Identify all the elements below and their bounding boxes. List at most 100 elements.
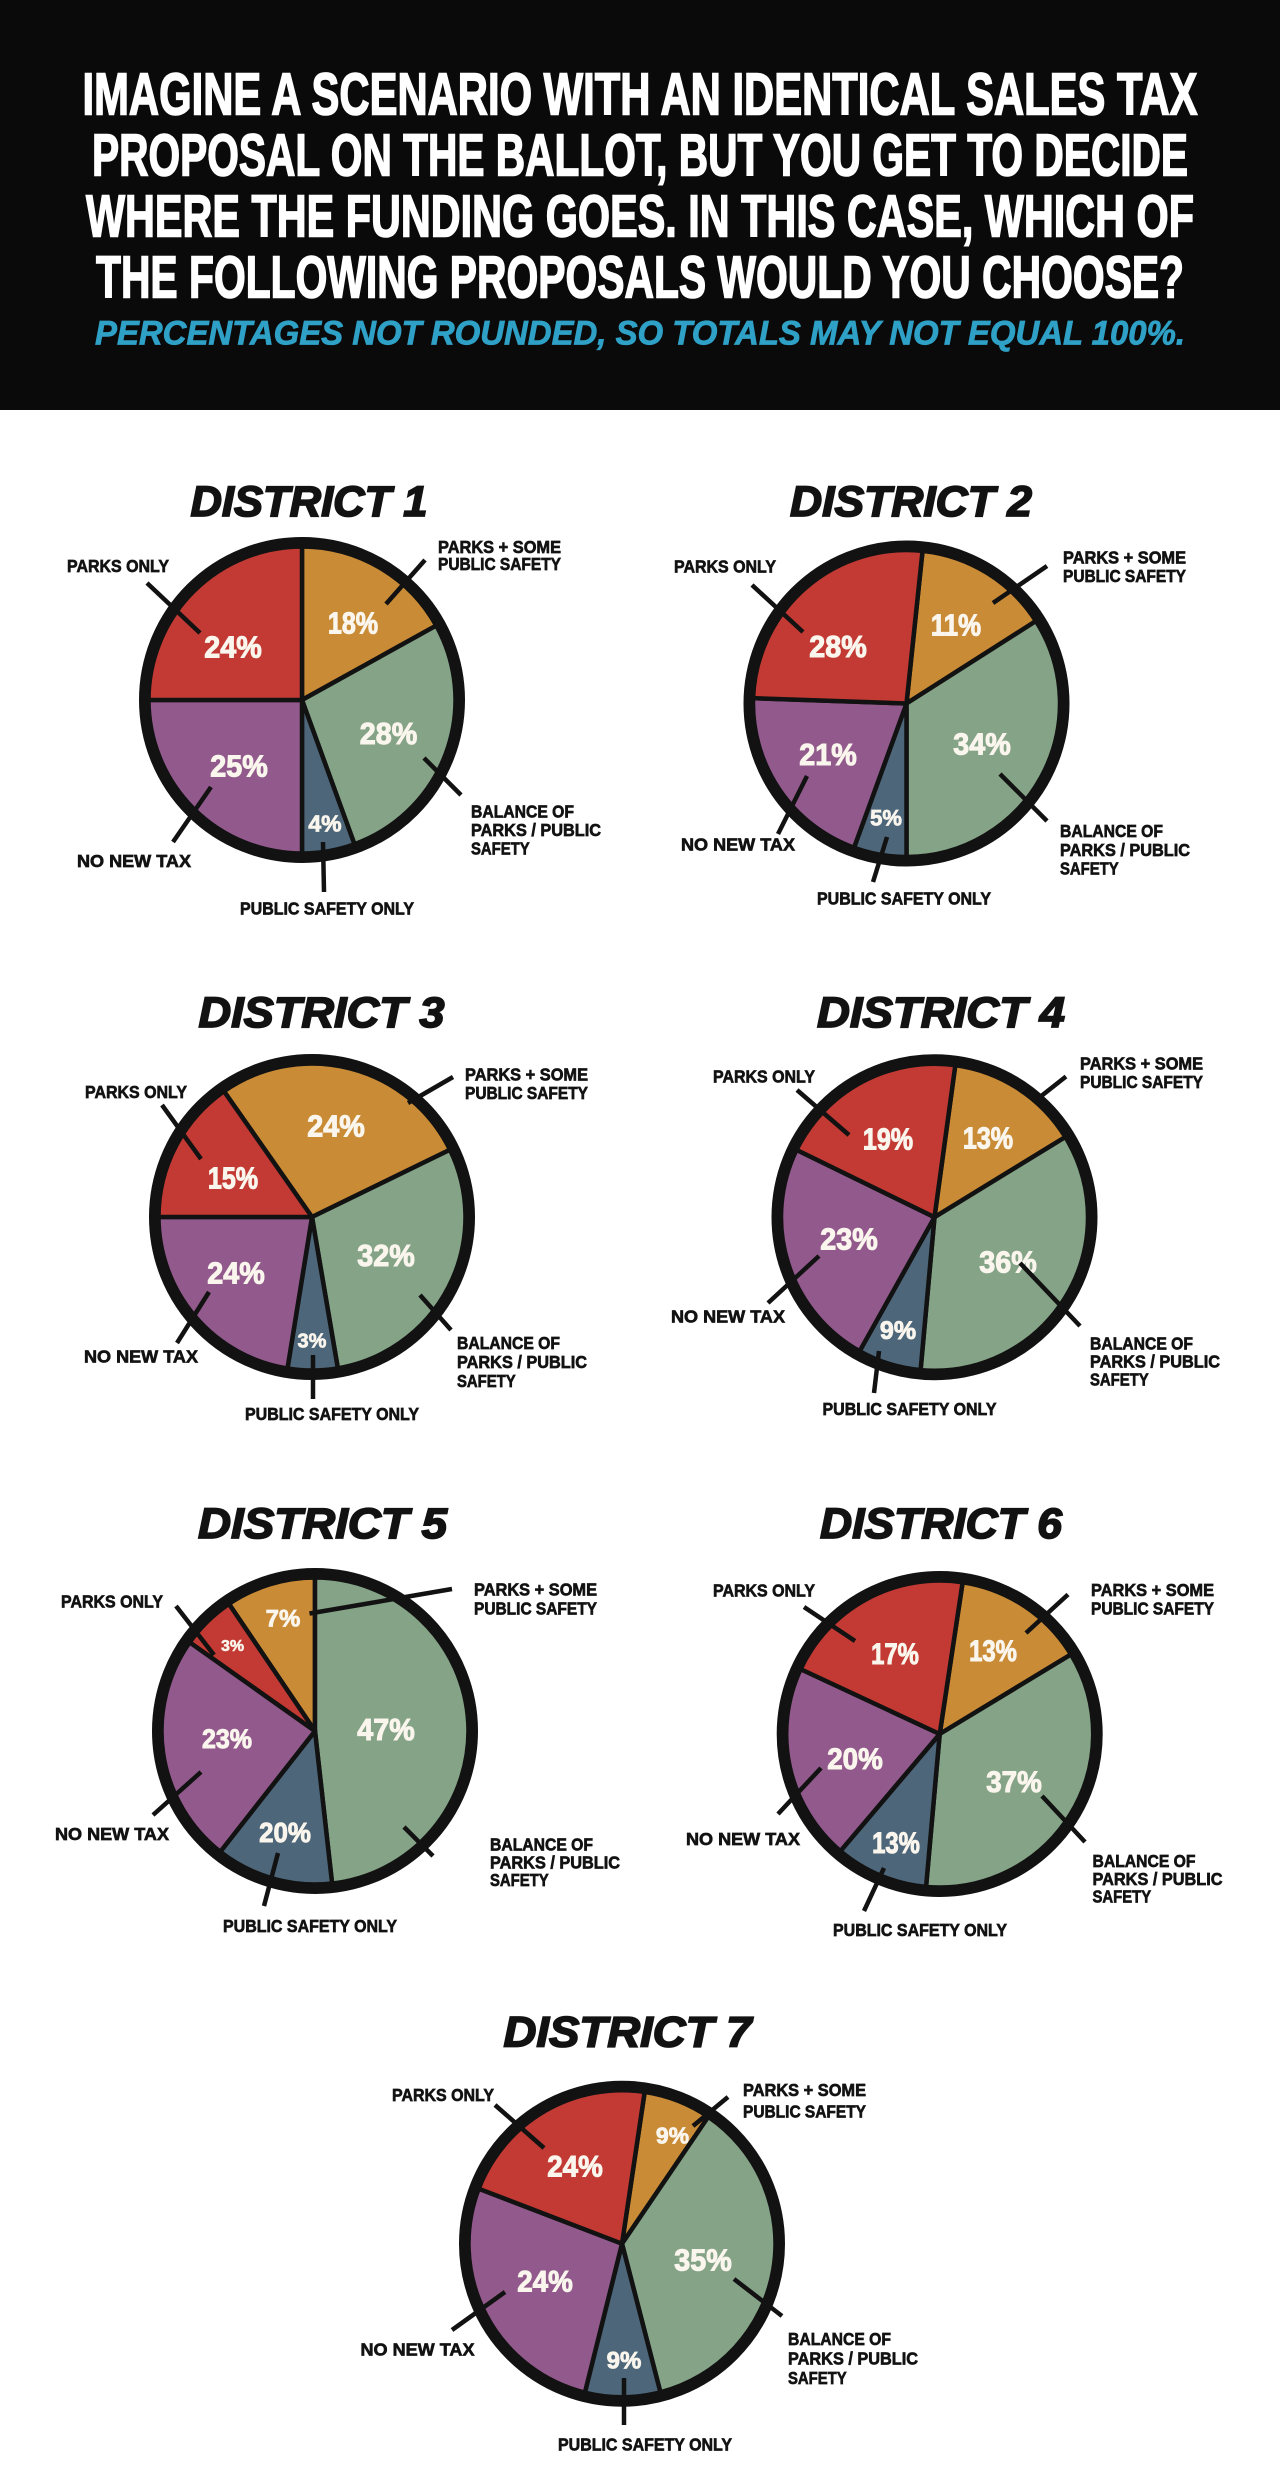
svg-text:BALANCE OF: BALANCE OF [1090, 1334, 1193, 1354]
svg-text:34%: 34% [953, 726, 1010, 761]
svg-text:PARKS ONLY: PARKS ONLY [61, 1592, 163, 1612]
svg-text:PUBLIC SAFETY ONLY: PUBLIC SAFETY ONLY [817, 889, 991, 909]
svg-text:PUBLIC SAFETY ONLY: PUBLIC SAFETY ONLY [245, 1404, 419, 1424]
svg-text:23%: 23% [820, 1221, 877, 1256]
svg-text:PUBLIC SAFETY ONLY: PUBLIC SAFETY ONLY [833, 1920, 1007, 1940]
svg-text:NO NEW TAX: NO NEW TAX [686, 1829, 800, 1849]
svg-text:SAFETY: SAFETY [1060, 859, 1119, 879]
svg-text:DISTRICT 2: DISTRICT 2 [790, 479, 1032, 526]
svg-text:36%: 36% [979, 1244, 1036, 1279]
svg-text:32%: 32% [357, 1238, 414, 1273]
svg-text:PUBLIC SAFETY ONLY: PUBLIC SAFETY ONLY [558, 2435, 732, 2455]
svg-text:17%: 17% [871, 1638, 919, 1671]
svg-text:PUBLIC SAFETY: PUBLIC SAFETY [438, 554, 561, 574]
svg-text:11%: 11% [931, 607, 981, 642]
svg-text:24%: 24% [547, 2150, 603, 2183]
svg-text:35%: 35% [674, 2242, 731, 2277]
svg-text:DISTRICT 1: DISTRICT 1 [191, 479, 428, 526]
svg-text:7%: 7% [266, 1606, 301, 1633]
svg-text:9%: 9% [607, 2348, 642, 2375]
svg-text:PARKS / PUBLIC: PARKS / PUBLIC [471, 820, 601, 840]
svg-text:IMAGINE A SCENARIO WITH AN IDE: IMAGINE A SCENARIO WITH AN IDENTICAL SAL… [83, 62, 1198, 128]
svg-text:PARKS ONLY: PARKS ONLY [713, 1067, 815, 1087]
svg-text:PUBLIC SAFETY: PUBLIC SAFETY [465, 1083, 588, 1103]
svg-text:PARKS / PUBLIC: PARKS / PUBLIC [1090, 1352, 1220, 1372]
svg-text:5%: 5% [870, 806, 902, 831]
svg-text:37%: 37% [986, 1766, 1042, 1799]
svg-text:PARKS + SOME: PARKS + SOME [1091, 1580, 1214, 1600]
svg-text:13%: 13% [969, 1635, 1017, 1668]
svg-text:NO NEW TAX: NO NEW TAX [84, 1347, 198, 1367]
svg-text:DISTRICT 5: DISTRICT 5 [198, 1501, 448, 1548]
svg-text:PUBLIC SAFETY: PUBLIC SAFETY [1080, 1072, 1203, 1092]
svg-text:3%: 3% [298, 1330, 327, 1352]
svg-text:4%: 4% [308, 810, 341, 836]
svg-text:PUBLIC SAFETY: PUBLIC SAFETY [1091, 1599, 1214, 1619]
svg-text:WHERE THE FUNDING GOES. IN THI: WHERE THE FUNDING GOES. IN THIS CASE, WH… [86, 184, 1194, 250]
svg-text:BALANCE OF: BALANCE OF [457, 1333, 560, 1353]
svg-text:PARKS / PUBLIC: PARKS / PUBLIC [490, 1853, 620, 1873]
svg-text:9%: 9% [656, 2122, 689, 2148]
svg-text:PARKS / PUBLIC: PARKS / PUBLIC [1093, 1869, 1223, 1889]
svg-text:PARKS / PUBLIC: PARKS / PUBLIC [457, 1352, 587, 1372]
svg-text:PUBLIC SAFETY: PUBLIC SAFETY [474, 1599, 597, 1619]
svg-text:13%: 13% [872, 1827, 920, 1860]
svg-text:PUBLIC SAFETY: PUBLIC SAFETY [743, 2102, 866, 2122]
svg-text:PUBLIC SAFETY ONLY: PUBLIC SAFETY ONLY [240, 899, 414, 919]
svg-text:DISTRICT 6: DISTRICT 6 [820, 1501, 1062, 1548]
svg-text:24%: 24% [307, 1108, 364, 1143]
svg-text:SAFETY: SAFETY [490, 1870, 549, 1890]
svg-text:PARKS + SOME: PARKS + SOME [438, 537, 561, 557]
svg-text:DISTRICT 4: DISTRICT 4 [817, 990, 1065, 1037]
svg-text:THE FOLLOWING PROPOSALS WOULD: THE FOLLOWING PROPOSALS WOULD YOU CHOOSE… [96, 245, 1184, 311]
svg-text:PARKS / PUBLIC: PARKS / PUBLIC [1060, 840, 1190, 860]
svg-text:SAFETY: SAFETY [788, 2368, 847, 2388]
svg-text:PROPOSAL ON THE BALLOT, BUT YO: PROPOSAL ON THE BALLOT, BUT YOU GET TO D… [92, 123, 1188, 189]
svg-text:47%: 47% [357, 1712, 414, 1747]
svg-text:28%: 28% [360, 716, 417, 751]
svg-text:PARKS ONLY: PARKS ONLY [713, 1581, 815, 1601]
svg-text:PARKS ONLY: PARKS ONLY [392, 2085, 494, 2105]
svg-text:PARKS ONLY: PARKS ONLY [674, 557, 776, 577]
svg-text:PARKS + SOME: PARKS + SOME [1063, 548, 1186, 568]
svg-text:BALANCE OF: BALANCE OF [1060, 821, 1163, 841]
svg-text:PARKS ONLY: PARKS ONLY [67, 556, 169, 576]
svg-text:20%: 20% [259, 1817, 311, 1848]
svg-text:PERCENTAGES NOT ROUNDED, SO TO: PERCENTAGES NOT ROUNDED, SO TOTALS MAY N… [95, 315, 1185, 353]
svg-text:23%: 23% [202, 1724, 252, 1754]
svg-text:PUBLIC SAFETY ONLY: PUBLIC SAFETY ONLY [823, 1399, 997, 1419]
svg-text:SAFETY: SAFETY [1093, 1887, 1152, 1907]
svg-text:NO NEW TAX: NO NEW TAX [671, 1307, 785, 1327]
svg-text:DISTRICT 3: DISTRICT 3 [199, 990, 445, 1037]
svg-text:NO NEW TAX: NO NEW TAX [681, 835, 795, 855]
svg-text:NO NEW TAX: NO NEW TAX [55, 1824, 169, 1844]
svg-text:SAFETY: SAFETY [471, 839, 530, 859]
svg-text:19%: 19% [863, 1121, 913, 1156]
svg-text:BALANCE OF: BALANCE OF [1093, 1851, 1196, 1871]
svg-text:PARKS + SOME: PARKS + SOME [1080, 1054, 1203, 1074]
svg-text:BALANCE OF: BALANCE OF [490, 1835, 593, 1855]
svg-text:PARKS + SOME: PARKS + SOME [743, 2080, 866, 2100]
svg-text:PARKS + SOME: PARKS + SOME [465, 1064, 588, 1084]
svg-text:BALANCE OF: BALANCE OF [471, 802, 574, 822]
svg-text:BALANCE OF: BALANCE OF [788, 2329, 891, 2349]
svg-text:SAFETY: SAFETY [457, 1371, 516, 1391]
svg-text:9%: 9% [880, 1317, 916, 1345]
svg-text:PUBLIC SAFETY ONLY: PUBLIC SAFETY ONLY [223, 1916, 397, 1936]
svg-text:PARKS ONLY: PARKS ONLY [85, 1082, 187, 1102]
svg-text:24%: 24% [204, 629, 261, 664]
svg-text:3%: 3% [221, 1638, 244, 1655]
svg-text:13%: 13% [963, 1120, 1013, 1155]
svg-text:15%: 15% [208, 1160, 258, 1195]
svg-text:PARKS / PUBLIC: PARKS / PUBLIC [788, 2349, 918, 2369]
svg-text:20%: 20% [827, 1743, 883, 1776]
svg-text:25%: 25% [210, 748, 267, 783]
svg-text:24%: 24% [517, 2266, 573, 2299]
svg-text:18%: 18% [328, 605, 378, 640]
svg-text:21%: 21% [799, 737, 856, 772]
svg-text:28%: 28% [809, 629, 866, 664]
svg-text:NO NEW TAX: NO NEW TAX [77, 851, 191, 871]
svg-text:PARKS + SOME: PARKS + SOME [474, 1580, 597, 1600]
svg-text:24%: 24% [207, 1255, 264, 1290]
svg-text:DISTRICT 7: DISTRICT 7 [504, 2010, 755, 2057]
